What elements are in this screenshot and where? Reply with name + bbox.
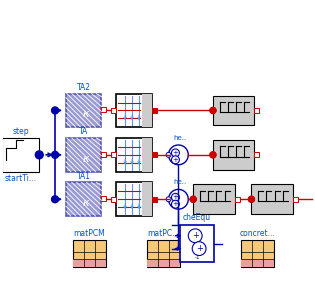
Bar (255, 108, 259, 113)
Bar (293, 197, 298, 202)
Bar (180, 225, 214, 262)
Circle shape (52, 152, 59, 158)
Bar (142, 183, 152, 216)
Bar (66, 183, 101, 216)
Circle shape (166, 197, 171, 202)
Bar (142, 94, 152, 127)
Bar (142, 138, 152, 172)
Bar (111, 152, 116, 157)
Text: cheEqu: cheEqu (183, 213, 211, 222)
Circle shape (210, 152, 216, 158)
Circle shape (52, 107, 59, 114)
Bar (73, 259, 106, 267)
Circle shape (192, 242, 206, 255)
Bar (235, 197, 240, 202)
Text: TA: TA (79, 127, 88, 136)
Bar (111, 197, 116, 202)
Bar (152, 197, 157, 202)
Bar (2, 138, 39, 172)
Text: he..: he.. (174, 179, 187, 185)
Text: matPC...: matPC... (147, 229, 180, 238)
Bar (241, 240, 274, 267)
Text: concret...: concret... (239, 229, 275, 238)
Circle shape (249, 196, 255, 202)
Bar (255, 152, 259, 157)
Text: +: + (196, 244, 203, 253)
Text: $\kappa$: $\kappa$ (83, 198, 91, 208)
Bar (101, 152, 106, 157)
Bar (147, 259, 180, 267)
Text: step: step (12, 127, 29, 136)
Bar (66, 94, 101, 127)
Circle shape (169, 189, 188, 209)
Text: $\kappa$: $\kappa$ (83, 109, 91, 119)
Bar (152, 108, 157, 113)
Text: +: + (173, 194, 178, 200)
Text: TA1: TA1 (77, 172, 91, 181)
Text: $\kappa$: $\kappa$ (83, 154, 91, 164)
Text: +: + (192, 231, 199, 240)
Circle shape (190, 196, 196, 202)
Circle shape (35, 151, 43, 159)
Circle shape (188, 229, 202, 243)
Bar (101, 107, 106, 113)
Circle shape (169, 145, 188, 165)
Circle shape (249, 196, 255, 202)
Text: -1: -1 (194, 255, 200, 260)
Bar (116, 94, 152, 127)
Text: startTi...: startTi... (4, 174, 37, 183)
Circle shape (171, 193, 180, 201)
Bar (116, 183, 152, 216)
Bar (111, 108, 116, 113)
Bar (213, 96, 255, 125)
Circle shape (171, 156, 180, 164)
Circle shape (171, 200, 180, 208)
Circle shape (52, 196, 59, 203)
Circle shape (210, 152, 216, 158)
Text: +: + (173, 201, 178, 207)
Bar (116, 138, 152, 172)
Bar (147, 240, 180, 267)
Bar (66, 138, 101, 172)
Bar (101, 196, 106, 201)
Text: TA2: TA2 (77, 83, 91, 92)
Circle shape (190, 196, 196, 202)
Circle shape (171, 149, 180, 157)
Text: +: + (173, 157, 178, 163)
Bar (241, 259, 274, 267)
Bar (251, 185, 293, 214)
Text: he..: he.. (174, 135, 187, 141)
Circle shape (210, 107, 216, 113)
Bar (73, 240, 106, 267)
Bar (152, 152, 157, 157)
Bar (193, 185, 235, 214)
Circle shape (166, 152, 171, 157)
Circle shape (210, 107, 216, 113)
Bar (213, 140, 255, 170)
Text: +: + (173, 150, 178, 156)
Text: matPCM: matPCM (74, 229, 106, 238)
